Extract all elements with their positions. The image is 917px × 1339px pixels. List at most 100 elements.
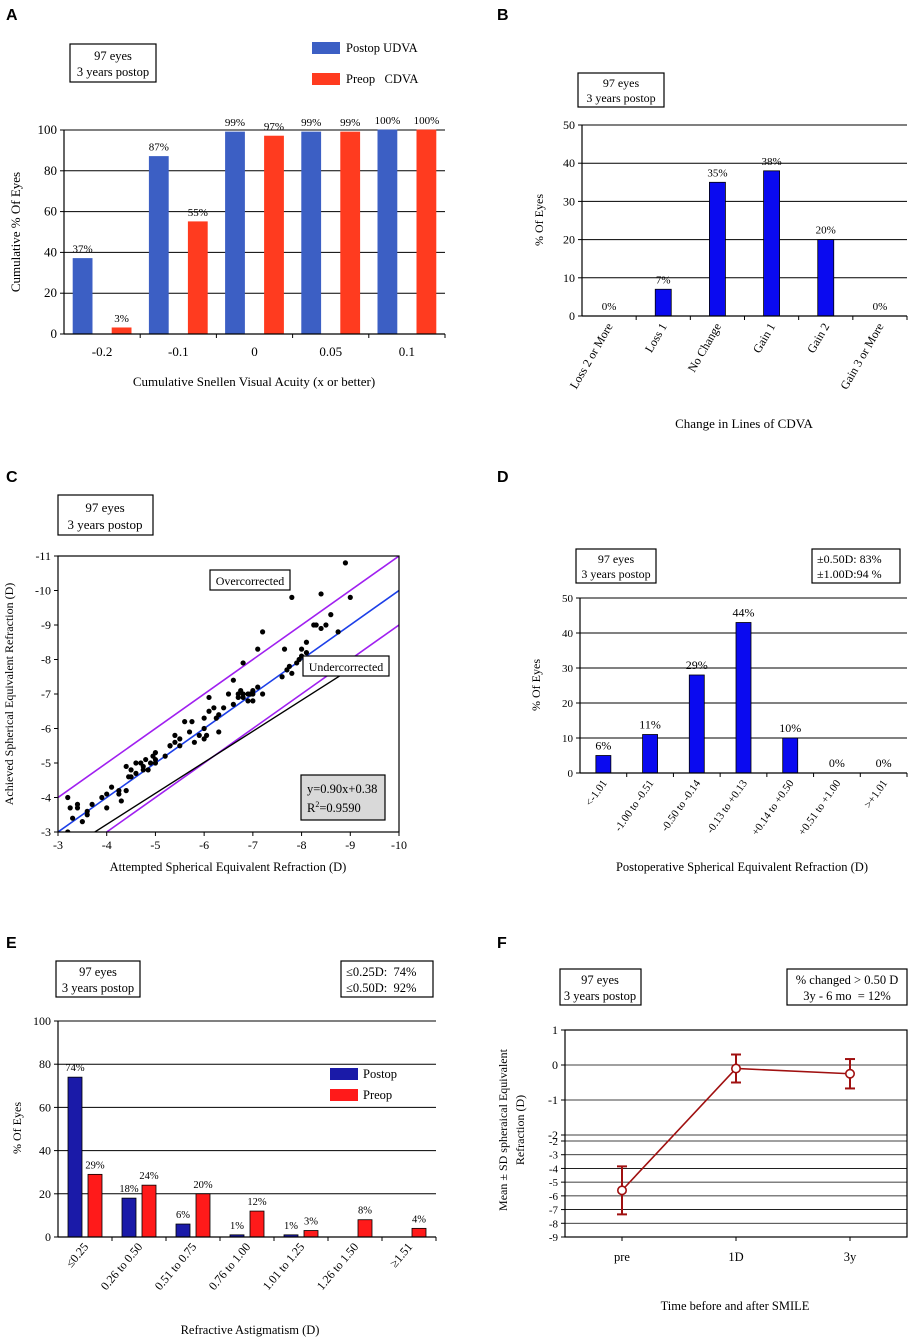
x-tick-label: -5 (150, 838, 160, 852)
stats-line-2-f: 3y - 6 mo = 12% (803, 989, 891, 1003)
scatter-point-83 (328, 612, 334, 618)
note-line-1-c: 97 eyes (85, 500, 124, 515)
y-tick-label: 0 (552, 1058, 558, 1072)
x-tick-labels-f: pre 1D 3y (614, 1237, 857, 1264)
overcorrection-limit-line (58, 556, 399, 799)
y-tick-label: 20 (44, 285, 57, 300)
stats-line-2-d: ±1.00D:94 % (817, 567, 882, 581)
scatter-point-58 (245, 698, 251, 704)
data-label-preop-1: 24% (139, 1171, 159, 1182)
y-tick-label: 100 (33, 1014, 51, 1028)
scatter-point-21 (133, 770, 139, 776)
x-tick-label: -7 (248, 838, 258, 852)
y-tick-label: 50 (563, 118, 575, 132)
scatter-point-10 (104, 805, 110, 811)
data-label-se-0: 6% (595, 739, 611, 753)
note-line-2-a: 3 years postop (77, 65, 149, 79)
y-tick-label: -7 (41, 687, 51, 701)
x-tick-label: pre (614, 1250, 630, 1264)
x-tick-label: Gain 3 or More (837, 321, 886, 392)
y-tick-label: -8 (41, 653, 51, 667)
x-tick-label: 0.1 (399, 344, 415, 359)
x-tick-label: -0.2 (92, 344, 113, 359)
data-label-cdva-3: 38% (761, 156, 781, 168)
note-line-2-d: 3 years postop (581, 567, 650, 581)
mean-line (621, 1067, 851, 1191)
data-label-postop-3: 1% (230, 1221, 244, 1232)
legend-label-preop-cdva: Preop CDVA (346, 72, 418, 86)
legend-swatch-preop-e (330, 1089, 358, 1101)
y-tick-label: -3 (41, 825, 51, 839)
mean-point-2 (844, 1068, 855, 1079)
bar-postop-2 (175, 1223, 191, 1238)
x-tick-label: 0.05 (319, 344, 342, 359)
stats-line-1-e: ≤0.25D: 74% (346, 965, 416, 979)
data-label-postop-1: 18% (119, 1184, 139, 1195)
scatter-point-48 (221, 705, 227, 711)
regression-equation: y=0.90x+0.38 (307, 782, 377, 796)
chart-panel-b: B 97 eyes 3 years postop 0%7%35%38%20%0%… (497, 7, 908, 431)
data-label-postop-4: 1% (284, 1221, 298, 1232)
series-f (616, 1053, 855, 1216)
bar-postop-udva-1 (148, 156, 169, 335)
y-tick-label: -5 (41, 756, 51, 770)
scatter-point-40 (196, 732, 202, 739)
overcorrected-label: Overcorrected (216, 574, 285, 588)
y-tick-label: 20 (563, 233, 575, 247)
y-tick-label: 10 (562, 733, 574, 745)
scatter-point-39 (191, 739, 197, 745)
y-tick-label: 0 (569, 309, 575, 323)
note-line-1-a: 97 eyes (94, 49, 132, 63)
scatter-point-34 (177, 736, 183, 742)
y-tick-label: 30 (562, 663, 574, 675)
x-tick-label: Gain 2 (804, 321, 832, 356)
bars-e: 74% 29% 18%24% 6% 20% 1% 12% 1% 3% 8% 4% (65, 1063, 427, 1238)
y-tick-labels-f: 1 0 -1 -2-2 -3-4 -5 -6 -7-8 -9 (548, 1023, 558, 1244)
scatter-point-85 (342, 560, 349, 566)
legend-label-postop-e: Postop (363, 1067, 397, 1081)
bar-preop-2 (195, 1193, 211, 1238)
x-tick-label: -1.00 to -0.51 (612, 778, 656, 834)
panel-label-c: C (6, 469, 18, 486)
bar-cdva-4 (817, 239, 835, 317)
y-tick-labels-a: 0 20 40 60 80 100 (38, 122, 58, 341)
scatter-point-49 (225, 691, 232, 697)
scatter-point-65 (260, 629, 266, 635)
scatter-point-33 (172, 732, 178, 739)
data-label-se-6: 0% (876, 756, 892, 770)
y-tick-label: -10 (35, 584, 51, 598)
stats-box-e (340, 960, 434, 998)
x-tick-label: Loss 2 or More (567, 321, 616, 392)
x-tick-label: ≥1.51 (387, 1240, 415, 1270)
scatter-point-88 (216, 729, 222, 735)
x-tick-label: -0.50 to -0.14 (659, 777, 703, 833)
chart-panel-e: E 97 eyes 3 years postop ≤0.25D: 74% ≤0.… (6, 935, 437, 1337)
data-label-cdva-5: 0% (873, 301, 888, 313)
x-tick-label: 0.51 to 0.75 (152, 1240, 200, 1293)
bar-postop-udva-2 (225, 131, 245, 335)
bar-cdva-3 (763, 170, 780, 317)
scatter-point-61 (250, 698, 256, 704)
regression-box (300, 774, 386, 821)
bar-preop-cdva-1 (187, 221, 208, 335)
scatter-point-30 (162, 753, 168, 759)
bar-preop-cdva-3 (340, 131, 361, 335)
x-axis-title-a: Cumulative Snellen Visual Acuity (x or b… (133, 374, 375, 389)
bar-se-3 (735, 622, 752, 774)
bar-postop-udva-3 (301, 131, 322, 335)
scatter-point-44 (206, 708, 212, 714)
scatter-point-6 (79, 819, 85, 825)
scatter-point-26 (147, 760, 154, 766)
y-axis-title-b: % Of Eyes (532, 194, 546, 246)
note-line-2-b: 3 years postop (586, 91, 655, 105)
bar-preop-cdva-4 (416, 129, 437, 335)
chart-panel-c: C 97 eyes 3 years postop -3 -4 -5 -6 -7 -8 -9-… (2, 469, 407, 874)
panel-label-e: E (6, 935, 17, 952)
y-axis-title-a: Cumulative % Of Eyes (8, 172, 23, 292)
data-label-se-4: 10% (779, 721, 801, 735)
y-tick-label: -8 (549, 1218, 559, 1230)
x-tick-label: -3 (53, 838, 63, 852)
x-tick-label: -9 (345, 838, 355, 852)
legend-swatch-preop-cdva (312, 73, 340, 85)
x-tick-label: -0.13 to +0.13 (704, 777, 750, 835)
